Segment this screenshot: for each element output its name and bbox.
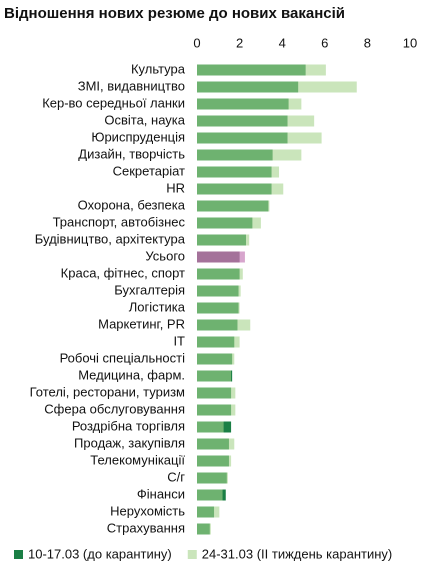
- x-tick-label: 0: [193, 35, 200, 50]
- y-tick-label: Робочі спеціальності: [60, 350, 186, 365]
- y-tick-label: Краса, фітнес, спорт: [61, 265, 185, 280]
- bar: [197, 183, 284, 195]
- bar: [197, 115, 315, 127]
- y-tick-label: Роздрібна торгівля: [72, 418, 185, 433]
- x-tick-label: 8: [364, 35, 371, 50]
- x-tick-label: 10: [403, 35, 417, 50]
- bar: [197, 149, 302, 161]
- x-tick-label: 4: [279, 35, 286, 50]
- bar: [197, 421, 224, 433]
- y-tick-label: Сфера обслуговування: [44, 401, 185, 416]
- bar: [197, 319, 251, 331]
- bar: [197, 81, 357, 93]
- bar: [197, 285, 241, 297]
- legend-label: 10-17.03 (до карантину): [28, 546, 172, 561]
- bar: [197, 268, 243, 280]
- legend-swatch: [14, 550, 23, 559]
- y-tick-label: С/г: [167, 469, 185, 484]
- y-tick-label: Усього: [145, 248, 185, 263]
- y-tick-label: Медицина, фарм.: [78, 367, 185, 382]
- y-tick-label: HR: [166, 180, 185, 195]
- bar: [197, 336, 240, 348]
- y-tick-label: Секретаріат: [113, 163, 185, 178]
- bar: [197, 353, 235, 365]
- y-tick-label: Страхування: [107, 520, 185, 535]
- bar: [197, 387, 236, 399]
- y-tick-label: Логістика: [129, 299, 186, 314]
- y-tick-label: Фінанси: [137, 486, 185, 501]
- y-tick-label: Телекомунікації: [90, 452, 185, 467]
- y-tick-label: Культура: [131, 61, 186, 76]
- bar: [197, 98, 302, 110]
- legend-swatch: [187, 550, 197, 559]
- y-tick-label: Готелі, ресторани, туризм: [30, 384, 185, 399]
- x-tick-label: 2: [236, 35, 243, 50]
- bar: [197, 370, 232, 382]
- y-tick-label: Охорона, безпека: [78, 197, 186, 212]
- bar: [197, 404, 236, 416]
- bar: [197, 506, 220, 518]
- bar: [197, 302, 240, 314]
- y-tick-label: Дизайн, творчість: [78, 146, 185, 161]
- bar: [197, 234, 250, 246]
- y-tick-label: Транспорт, автобізнес: [53, 214, 186, 229]
- bar: [197, 472, 228, 484]
- y-tick-label: Юриспруденція: [91, 129, 185, 144]
- bar: [197, 200, 270, 212]
- y-tick-label: Продаж, закупівля: [74, 435, 185, 450]
- bar: [197, 523, 211, 535]
- y-tick-label: Будівництво, архітектура: [35, 231, 186, 246]
- bar: [197, 166, 280, 178]
- y-tick-label: Нерухомість: [110, 503, 185, 518]
- y-tick-label: IT: [173, 333, 185, 348]
- y-tick-label: Кер-во середньої ланки: [42, 95, 185, 110]
- bar: [197, 132, 322, 144]
- bar: [197, 489, 223, 501]
- bar: [197, 455, 232, 467]
- y-tick-label: Освіта, наука: [104, 112, 185, 127]
- bar: [197, 64, 326, 76]
- x-tick-label: 6: [321, 35, 328, 50]
- legend-label: 24-31.03 (II тиждень карантину): [202, 546, 392, 561]
- y-tick-label: ЗМІ, видавництво: [78, 78, 185, 93]
- bar: [197, 438, 235, 450]
- bar: [197, 217, 261, 229]
- y-tick-label: Маркетинг, PR: [98, 316, 185, 331]
- bar: [197, 251, 245, 263]
- y-tick-label: Бухгалтерія: [114, 282, 185, 297]
- chart-title: Відношення нових резюме до нових вакансі…: [4, 5, 345, 22]
